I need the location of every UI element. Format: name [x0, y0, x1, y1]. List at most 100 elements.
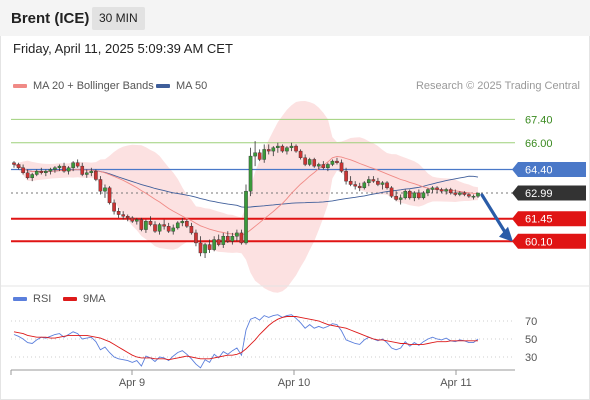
level-tag-bg — [512, 211, 586, 227]
candle — [330, 160, 335, 165]
ma50-swatch — [156, 84, 170, 88]
candle — [326, 164, 330, 168]
header-bar: Brent (ICE) 30 MIN — [0, 0, 590, 36]
candle — [344, 170, 348, 182]
candle — [153, 224, 157, 232]
candle — [66, 167, 71, 172]
level-label-67.40: 67.40 — [525, 114, 553, 126]
candle — [426, 189, 430, 194]
candle — [294, 145, 298, 152]
candle — [239, 232, 244, 244]
level-tag-bg — [512, 185, 586, 201]
legend-9ma-label: 9MA — [83, 293, 106, 305]
level-label-60.10: 60.10 — [512, 233, 586, 249]
candle — [357, 185, 362, 189]
candle — [280, 145, 285, 152]
candle — [348, 180, 353, 185]
candle — [89, 170, 94, 174]
forecast-arrow-head — [499, 226, 513, 242]
candle — [376, 180, 380, 185]
level-tag-text: 62.99 — [525, 188, 553, 200]
candle — [380, 182, 385, 185]
candle — [244, 190, 248, 244]
candle — [175, 222, 180, 229]
candle — [207, 244, 212, 250]
level-label-61.45: 61.45 — [512, 211, 586, 227]
candle — [444, 189, 448, 192]
candle — [321, 164, 326, 168]
candle — [94, 170, 98, 180]
candle — [166, 226, 171, 232]
candle — [403, 190, 408, 199]
candle — [471, 195, 476, 198]
level-tag-text: 64.40 — [525, 164, 553, 176]
candle — [212, 239, 216, 250]
candle — [394, 195, 398, 200]
candle — [453, 192, 458, 195]
candle — [412, 192, 417, 199]
candle — [48, 169, 53, 172]
rsi-swatch — [13, 297, 27, 301]
forecast-arrow-shaft — [480, 193, 508, 236]
rsi-line — [13, 314, 479, 369]
level-tag-text: 60.10 — [525, 236, 553, 248]
legend-ma20-label: MA 20 + Bollinger Bands — [33, 80, 154, 92]
candle — [298, 150, 303, 158]
candle — [303, 157, 307, 165]
candle — [194, 232, 198, 244]
candle — [98, 179, 103, 192]
level-label-62.99: 62.99 — [512, 185, 586, 201]
candle — [226, 236, 230, 242]
rsi-tick-30: 30 — [525, 352, 537, 364]
candle — [44, 170, 48, 174]
candle — [180, 221, 185, 224]
candle — [262, 149, 266, 160]
level-tag-bg — [512, 161, 586, 177]
candle — [157, 224, 162, 232]
timestamp: Friday, April 11, 2025 5:09:39 AM CET — [13, 41, 233, 56]
candle — [189, 226, 194, 234]
interval-badge[interactable]: 30 MIN — [92, 7, 145, 30]
candle — [39, 170, 44, 174]
candle — [439, 189, 444, 192]
candle — [75, 162, 80, 167]
candle — [16, 164, 21, 168]
x-tick-label: Apr 9 — [119, 377, 145, 389]
candle — [266, 149, 271, 152]
level-label-66.00: 66.00 — [525, 138, 553, 150]
candle — [435, 187, 439, 190]
candle — [307, 159, 312, 165]
rsi-tick-70: 70 — [525, 316, 537, 328]
candle — [417, 192, 421, 199]
candle — [171, 227, 176, 232]
candle — [257, 152, 262, 160]
candle — [21, 167, 25, 174]
candle — [112, 202, 116, 212]
legend-rsi: RSI — [13, 293, 51, 305]
rsi-tick-50: 50 — [525, 334, 537, 346]
candle — [248, 155, 253, 192]
candle — [198, 242, 203, 254]
candle — [107, 187, 112, 204]
candle — [57, 165, 62, 168]
candle — [216, 239, 221, 245]
candle — [467, 194, 471, 197]
copyright-notice: Research © 2025 Trading Central — [415, 80, 580, 92]
level-label-64.40: 64.40 — [512, 161, 586, 177]
candle — [316, 164, 321, 167]
candle — [462, 192, 467, 195]
instrument-title: Brent (ICE) — [11, 10, 90, 27]
candle — [407, 190, 412, 199]
candle — [312, 159, 317, 167]
level-tag-text: 61.45 — [525, 214, 553, 226]
candle — [353, 184, 357, 187]
candle — [30, 174, 34, 179]
candle — [203, 244, 207, 254]
level-tag-bg — [512, 233, 586, 249]
candle — [125, 216, 130, 219]
legend-ma50: MA 50 — [156, 80, 207, 92]
legend-ma20: MA 20 + Bollinger Bands — [13, 80, 154, 92]
candle — [130, 217, 135, 222]
candle — [335, 160, 339, 163]
